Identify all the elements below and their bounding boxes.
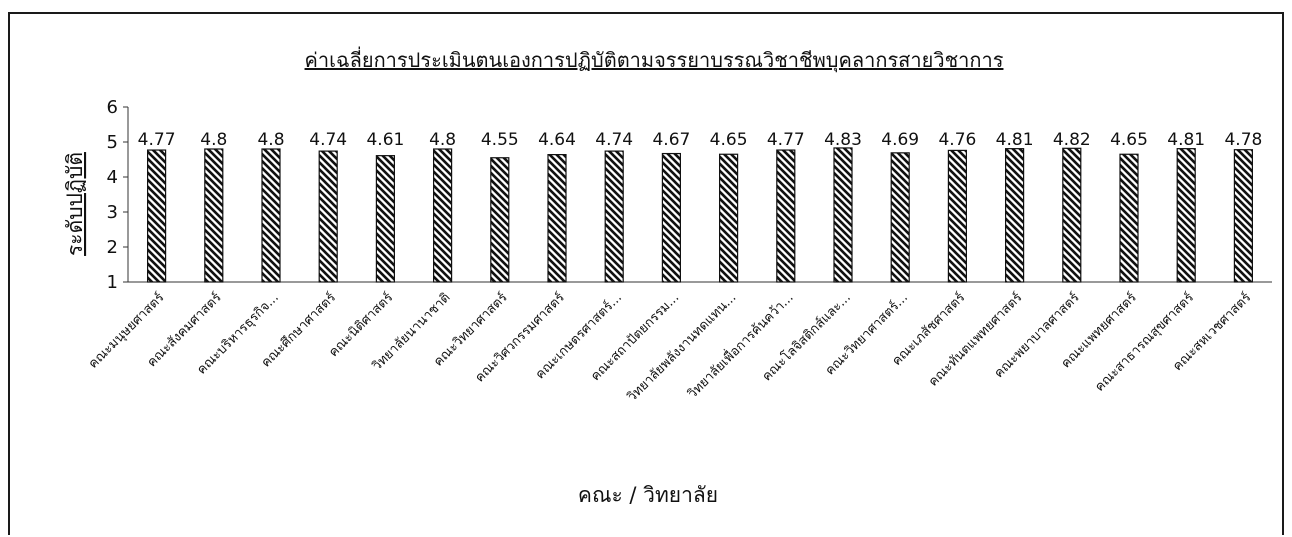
bar-chart: ค่าเฉลี่ยการประเมินตนเองการปฏิบัติตามจรร…	[63, 46, 1272, 507]
bar	[776, 149, 796, 283]
bar	[433, 148, 453, 283]
data-label: 4.65	[710, 130, 748, 150]
data-label: 4.61	[366, 130, 404, 150]
bar	[1062, 147, 1082, 283]
y-tick-label: 6	[107, 97, 118, 118]
bar	[1119, 153, 1139, 283]
bar	[204, 148, 224, 283]
data-label: 4.76	[938, 130, 976, 150]
y-tick-label: 1	[107, 272, 118, 293]
bar	[261, 148, 281, 283]
data-label: 4.65	[1110, 130, 1148, 150]
chart-title: ค่าเฉลี่ยการประเมินตนเองการปฏิบัติตามจรร…	[305, 46, 1004, 73]
data-label: 4.69	[881, 130, 919, 150]
data-label: 4.74	[309, 130, 347, 150]
bar	[318, 150, 338, 283]
category-label: คณะสาธารณสุขศาสตร์	[1092, 290, 1197, 395]
y-tick-label: 2	[107, 237, 118, 258]
data-label: 4.81	[1167, 130, 1205, 150]
data-label: 4.77	[767, 130, 805, 150]
data-label: 4.55	[481, 130, 519, 150]
data-label: 4.8	[429, 130, 456, 150]
bar	[833, 147, 853, 283]
x-axis-title: คณะ / วิทยาลัย	[578, 483, 718, 507]
bar	[890, 152, 910, 283]
data-label: 4.74	[595, 130, 633, 150]
data-label: 4.64	[538, 130, 576, 150]
data-label: 4.8	[257, 130, 284, 150]
data-label: 4.82	[1053, 130, 1091, 150]
data-label: 4.78	[1224, 130, 1262, 150]
bar	[547, 154, 567, 283]
data-label: 4.67	[652, 130, 690, 150]
y-tick-label: 3	[107, 202, 118, 223]
y-axis-title: ระดับปฏิบัติ	[63, 152, 87, 256]
bar	[1233, 149, 1254, 283]
data-label: 4.81	[996, 130, 1034, 150]
bar	[490, 157, 510, 283]
bar	[1004, 148, 1025, 283]
bar	[1176, 148, 1196, 283]
data-label: 4.8	[200, 130, 227, 150]
chart-frame: ค่าเฉลี่ยการประเมินตนเองการปฏิบัติตามจรร…	[8, 12, 1284, 535]
bar	[947, 149, 968, 283]
data-label: 4.77	[138, 130, 176, 150]
bar	[375, 155, 395, 283]
bar	[718, 153, 739, 283]
bar	[147, 149, 167, 283]
bar	[604, 150, 624, 283]
bar	[661, 152, 682, 283]
category-label: วิทยาลัยพลังงานทดแทน...	[624, 290, 739, 405]
category-label: วิทยาลัยเพื่อการค้นคว้า...	[683, 289, 796, 402]
plot-area: 1234564.77คณะมนุษยศาสตร์4.8คณะสังคมศาสตร…	[85, 97, 1272, 405]
data-label: 4.83	[824, 130, 862, 150]
category-label: คณะทันตแพทยศาสตร์	[925, 290, 1025, 390]
y-tick-label: 5	[107, 132, 118, 153]
y-tick-label: 4	[107, 167, 118, 188]
